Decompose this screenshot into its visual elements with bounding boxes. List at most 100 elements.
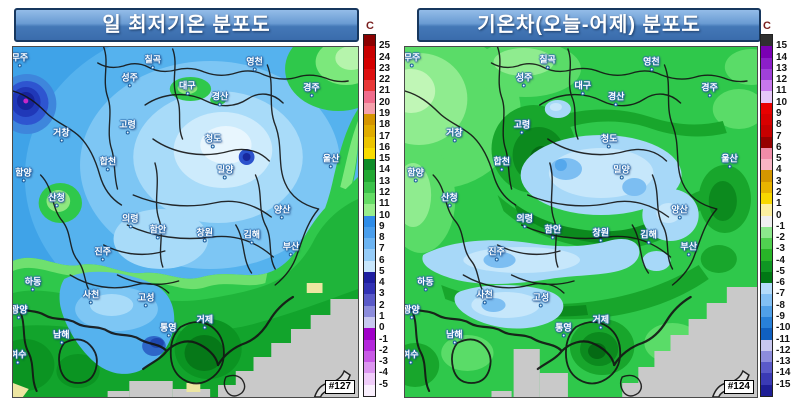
scale-tick-label: 5 <box>379 265 385 277</box>
station-dot <box>249 240 254 245</box>
color-scale-cell <box>761 350 772 363</box>
station-dot <box>59 138 64 142</box>
city-labels: 무주 칠곡 영천 성주 대구 경산 경주 고령 거창 청도 울산 합천 함양 밀양 산청 양산 의령 함안 창원 김해… <box>13 47 358 397</box>
scale-tick-label: -13 <box>776 356 791 368</box>
color-scale-cell <box>761 46 772 58</box>
scale-unit-label: C <box>763 20 771 32</box>
scale-tick-label: -10 <box>776 322 791 334</box>
city-label-양산: 양산 <box>274 204 290 220</box>
color-scale-cell <box>364 373 375 385</box>
scale-tick-label: 22 <box>379 74 391 86</box>
color-scale-cell <box>364 80 375 92</box>
scale-tick-label: 25 <box>379 40 391 52</box>
color-scale-cell <box>364 305 375 318</box>
scale-tick-label: -5 <box>776 265 785 277</box>
city-label-울산: 울산 <box>721 153 738 169</box>
scale-tick-label: 4 <box>776 164 782 176</box>
city-label-통영: 통영 <box>160 322 177 338</box>
color-scale-bar <box>760 34 773 397</box>
color-scale-cell <box>364 238 375 250</box>
station-dot <box>686 252 691 257</box>
station-dot <box>166 333 171 338</box>
scale-tick-label: 14 <box>379 164 391 176</box>
city-label-의령: 의령 <box>516 213 533 229</box>
station-dot <box>17 315 22 320</box>
city-label-성주: 성주 <box>121 73 138 88</box>
min-temp-map-art <box>13 47 358 397</box>
scale-tick-label: 13 <box>776 62 788 74</box>
color-scale-cell <box>364 350 375 363</box>
color-scale-cell <box>761 204 772 216</box>
station-dot <box>413 178 418 183</box>
city-label-무주: 무주 <box>405 53 420 68</box>
scale-tick-label: -5 <box>379 378 388 390</box>
station-dot <box>185 91 190 96</box>
station-dot <box>202 238 207 243</box>
color-scale-cell <box>364 35 375 47</box>
min-temp-map: 무주 칠곡 영천 성주 대구 경산 경주 고령 거창 청도 울산 합천 함양 밀양 산청 양산 의령 함안 창원 김해… <box>12 46 359 398</box>
station-dot <box>17 63 22 68</box>
city-label-밀양: 밀양 <box>613 164 630 180</box>
color-scale-cell <box>364 362 375 374</box>
station-dot <box>223 175 228 180</box>
station-dot <box>218 102 222 107</box>
scale-tick-label: 23 <box>379 62 391 74</box>
scale-tick-label: 18 <box>379 119 391 131</box>
station-dot <box>598 325 603 330</box>
scale-tick-label: -7 <box>776 288 785 300</box>
color-scale-cell <box>761 181 772 193</box>
scale-tick-label: 14 <box>776 51 788 63</box>
color-scale-cell <box>364 215 375 227</box>
scale-tick-label: 2 <box>379 299 385 311</box>
station-dot <box>619 175 624 180</box>
color-scale-cell <box>761 102 772 114</box>
city-label-칠곡: 칠곡 <box>539 54 556 70</box>
city-label-경산: 경산 <box>608 91 624 107</box>
cheongdo-cold-dot <box>238 149 255 165</box>
city-label-하동: 하동 <box>25 276 41 292</box>
scale-tick-label: -3 <box>776 243 785 255</box>
city-label-사천: 사천 <box>476 289 493 305</box>
scale-tick-label: -4 <box>379 367 388 379</box>
city-label-영천: 영천 <box>246 56 263 72</box>
station-dot <box>54 203 59 208</box>
color-scale-cell <box>364 294 375 306</box>
scale-tick-label: 10 <box>379 209 391 221</box>
city-label-산청: 산청 <box>48 192 65 208</box>
station-dot <box>519 130 524 135</box>
city-label-거창: 거창 <box>53 127 70 142</box>
scale-tick-labels: 15 14 13 12 11 10 9 8 7 6 5 4 3 2 1 0 -1 -2 -3 -4 -5 -6 -7 -8 -9… <box>776 35 800 398</box>
city-label-부산: 부산 <box>283 241 299 257</box>
city-label-경산: 경산 <box>212 91 228 107</box>
scale-tick-label: 6 <box>776 141 782 153</box>
color-scale-cell <box>761 238 772 250</box>
station-dot <box>202 325 207 330</box>
scale-tick-label: 3 <box>776 175 782 187</box>
color-scale-cell <box>364 204 375 216</box>
color-scale-cell <box>761 294 772 306</box>
scale-tick-label: 12 <box>776 74 788 86</box>
scale-tick-label: 8 <box>776 119 782 131</box>
color-scale-cell <box>364 159 375 171</box>
station-dot <box>522 224 527 229</box>
station-dot <box>423 287 428 292</box>
color-scale-cell <box>364 57 375 69</box>
city-label-경주: 경주 <box>303 82 320 98</box>
scale-tick-label: -11 <box>776 333 790 345</box>
scale-tick-label: -14 <box>776 367 791 379</box>
scale-tick-label: 15 <box>379 153 391 165</box>
panel-title-temp-diff: 기온차(오늘-어제) 분포도 <box>417 8 761 42</box>
color-scale-cell <box>761 192 772 205</box>
color-scale-cell <box>761 125 772 137</box>
color-scale-cell <box>761 215 772 227</box>
city-label-양산: 양산 <box>671 204 688 220</box>
color-scale-cell <box>364 170 375 182</box>
color-scale-cell <box>364 328 375 340</box>
scale-tick-label: 3 <box>379 288 385 300</box>
station-dot <box>561 333 566 338</box>
scale-tick-label: 12 <box>379 186 391 198</box>
city-label-함양: 함양 <box>15 167 32 183</box>
color-scale-cell <box>364 46 375 58</box>
panel-title-min-temp: 일 최저기온 분포도 <box>14 8 359 42</box>
color-scale-cell <box>761 328 772 340</box>
